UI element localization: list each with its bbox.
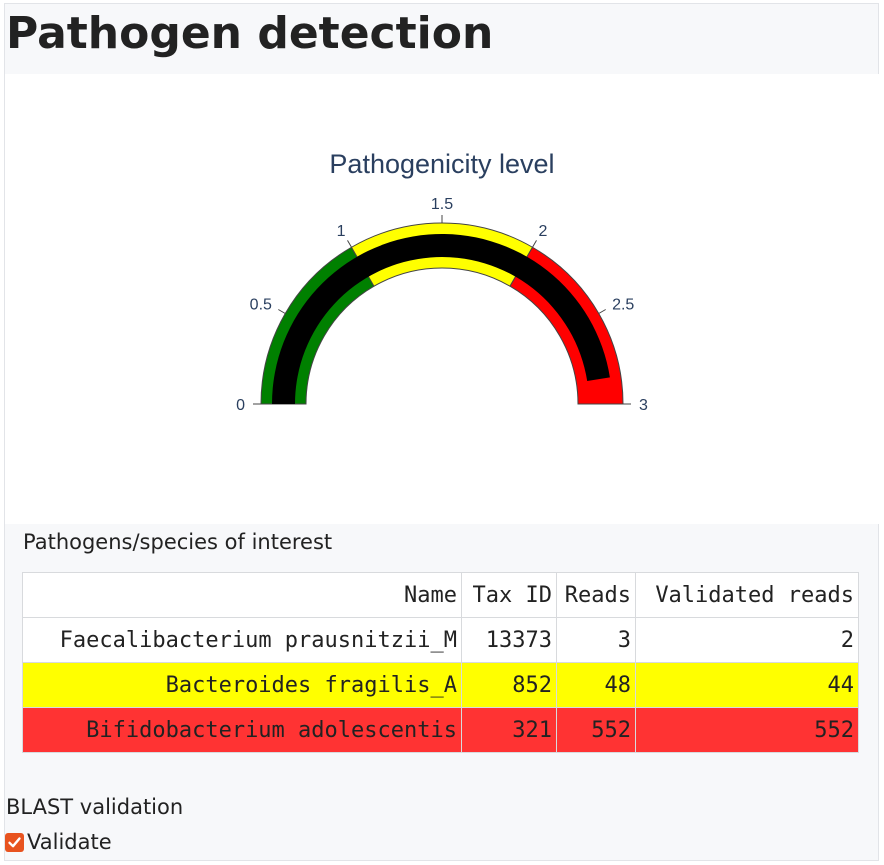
validate-checkbox-row[interactable]: Validate	[5, 830, 112, 854]
validate-checkbox[interactable]	[5, 832, 24, 852]
cell-reads: 48	[556, 662, 636, 708]
gauge-tick-label: 0.5	[250, 297, 272, 314]
page-title: Pathogen detection	[6, 8, 494, 59]
col-header-validated-reads: Validated reads	[635, 572, 859, 618]
gauge-tick-label: 2	[539, 223, 548, 240]
col-header-tax-id: Tax ID	[461, 572, 557, 618]
gauge-tick-mark	[278, 309, 286, 314]
cell-tax-id: 852	[461, 662, 557, 708]
cell-reads: 3	[556, 617, 636, 663]
validate-label: Validate	[27, 830, 112, 854]
gauge-value-bar	[272, 233, 610, 404]
cell-reads: 552	[556, 707, 636, 753]
cell-name: Bacteroides fragilis_A	[22, 662, 462, 708]
pathogens-table: Name Tax ID Reads Validated reads Faecal…	[22, 572, 859, 753]
gauge-chart-panel: Pathogenicity level 0 0.5 1 1.5 2 2.5 3	[5, 74, 879, 524]
table-header-row: Name Tax ID Reads Validated reads	[22, 572, 859, 618]
cell-validated-reads: 2	[635, 617, 859, 663]
cell-tax-id: 321	[461, 707, 557, 753]
cell-name: Faecalibacterium prausnitzii_M	[22, 617, 462, 663]
gauge-tick-mark	[598, 309, 606, 314]
gauge-title: Pathogenicity level	[329, 149, 554, 179]
cell-validated-reads: 552	[635, 707, 859, 753]
check-icon	[8, 836, 21, 847]
gauge-tick-mark	[347, 240, 352, 248]
table-row: Bacteroides fragilis_A 852 48 44	[22, 662, 859, 708]
col-header-name: Name	[22, 572, 462, 618]
pathogens-table-wrapper: Name Tax ID Reads Validated reads Faecal…	[22, 572, 859, 753]
table-row: Faecalibacterium prausnitzii_M 13373 3 2	[22, 617, 859, 663]
gauge-tick-label: 1.5	[431, 196, 453, 213]
pathogenicity-gauge: Pathogenicity level 0 0.5 1 1.5 2 2.5 3	[236, 149, 648, 414]
blast-section-label: BLAST validation	[6, 795, 184, 819]
cell-validated-reads: 44	[635, 662, 859, 708]
gauge-tick-mark	[532, 240, 537, 248]
gauge-tick-label: 1	[337, 223, 346, 240]
gauge-tick-label: 0	[236, 397, 245, 414]
table-row: Bifidobacterium adolescentis 321 552 552	[22, 707, 859, 753]
pathogens-section-label: Pathogens/species of interest	[23, 530, 333, 554]
cell-name: Bifidobacterium adolescentis	[22, 707, 462, 753]
gauge-tick-label: 3	[639, 397, 648, 414]
cell-tax-id: 13373	[461, 617, 557, 663]
gauge-tick-label: 2.5	[612, 297, 634, 314]
col-header-reads: Reads	[556, 572, 636, 618]
